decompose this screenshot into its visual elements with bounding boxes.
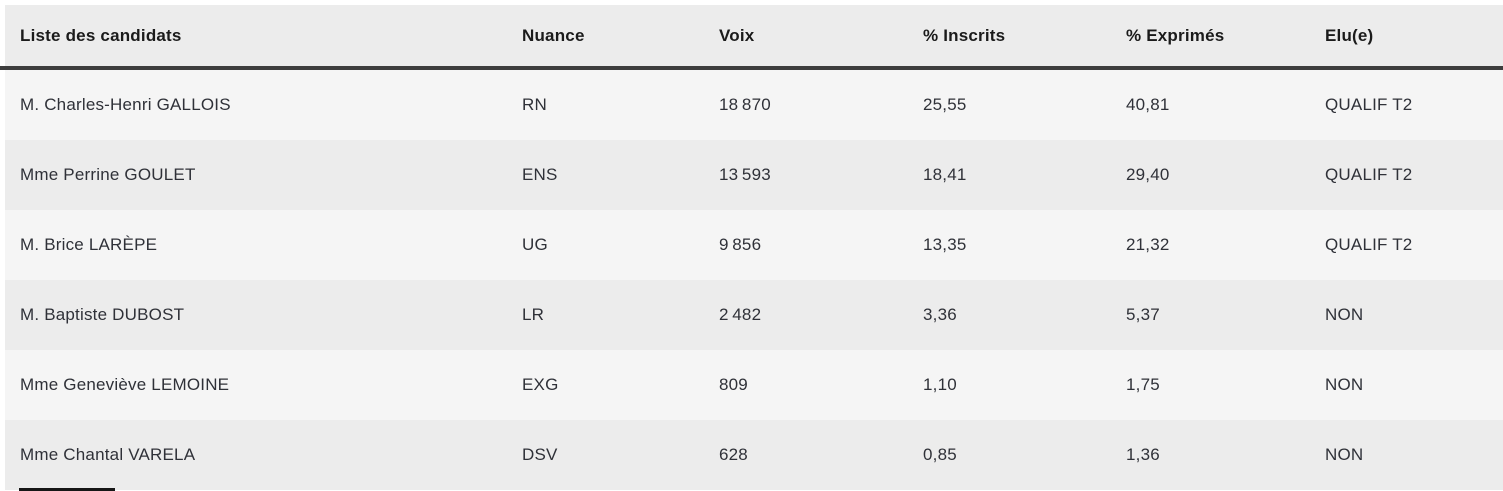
- pct-exprimes-cell: 1,36: [1126, 445, 1160, 464]
- pct-exprimes-cell: 21,32: [1126, 235, 1170, 254]
- elu-cell: NON: [1325, 375, 1364, 394]
- candidate-name-cell: Mme Perrine GOULET: [20, 165, 196, 184]
- col-header-pct-exprimes: % Exprimés: [1126, 25, 1225, 45]
- table-header-row: Liste des candidats Nuance Voix % Inscri…: [5, 5, 1503, 66]
- col-header-liste-des-candidats: Liste des candidats: [20, 25, 182, 45]
- pct-inscrits-cell: 18,41: [923, 165, 967, 184]
- candidates-results-table: M. Charles-Henri GALLOIS RN 18 870 25,55…: [5, 70, 1503, 490]
- nuance-cell: RN: [522, 95, 547, 114]
- candidate-name-cell: M. Charles-Henri GALLOIS: [20, 95, 231, 114]
- nuance-cell: UG: [522, 235, 548, 254]
- table-row: M. Brice LARÈPE UG 9 856 13,35 21,32 QUA…: [5, 210, 1503, 280]
- table-row: Mme Geneviève LEMOINE EXG 809 1,10 1,75 …: [5, 350, 1503, 420]
- pct-inscrits-cell: 1,10: [923, 375, 957, 394]
- header-divider-rule: [0, 66, 1503, 70]
- pct-inscrits-cell: 0,85: [923, 445, 957, 464]
- col-header-nuance: Nuance: [522, 25, 585, 45]
- candidate-name-cell: Mme Geneviève LEMOINE: [20, 375, 230, 394]
- nuance-cell: EXG: [522, 375, 559, 394]
- table-row: M. Charles-Henri GALLOIS RN 18 870 25,55…: [5, 70, 1503, 140]
- nuance-cell: LR: [522, 305, 545, 324]
- candidate-name-cell: M. Baptiste DUBOST: [20, 305, 185, 324]
- voix-cell: 13 593: [719, 165, 771, 184]
- pct-inscrits-cell: 3,36: [923, 305, 957, 324]
- table-row: M. Baptiste DUBOST LR 2 482 3,36 5,37 NO…: [5, 280, 1503, 350]
- voix-cell: 9 856: [719, 235, 762, 254]
- nuance-cell: ENS: [522, 165, 558, 184]
- table-row: Mme Perrine GOULET ENS 13 593 18,41 29,4…: [5, 140, 1503, 210]
- voix-cell: 628: [719, 445, 748, 464]
- pct-exprimes-cell: 29,40: [1126, 165, 1170, 184]
- candidate-name-cell: Mme Chantal VARELA: [20, 445, 196, 464]
- elu-cell: QUALIF T2: [1325, 235, 1413, 254]
- pct-inscrits-cell: 25,55: [923, 95, 967, 114]
- voix-cell: 18 870: [719, 95, 771, 114]
- cutoff-element-top-edge: [19, 488, 115, 491]
- elu-cell: NON: [1325, 305, 1364, 324]
- table-row: Mme Chantal VARELA DSV 628 0,85 1,36 NON: [5, 420, 1503, 490]
- col-header-pct-inscrits: % Inscrits: [923, 25, 1006, 45]
- pct-inscrits-cell: 13,35: [923, 235, 967, 254]
- elu-cell: QUALIF T2: [1325, 95, 1413, 114]
- pct-exprimes-cell: 40,81: [1126, 95, 1170, 114]
- candidate-name-cell: M. Brice LARÈPE: [20, 235, 158, 254]
- pct-exprimes-cell: 1,75: [1126, 375, 1160, 394]
- pct-exprimes-cell: 5,37: [1126, 305, 1160, 324]
- col-header-voix: Voix: [719, 25, 755, 45]
- voix-cell: 809: [719, 375, 748, 394]
- elu-cell: QUALIF T2: [1325, 165, 1413, 184]
- nuance-cell: DSV: [522, 445, 558, 464]
- col-header-elu: Elu(e): [1325, 25, 1374, 45]
- voix-cell: 2 482: [719, 305, 762, 324]
- elu-cell: NON: [1325, 445, 1364, 464]
